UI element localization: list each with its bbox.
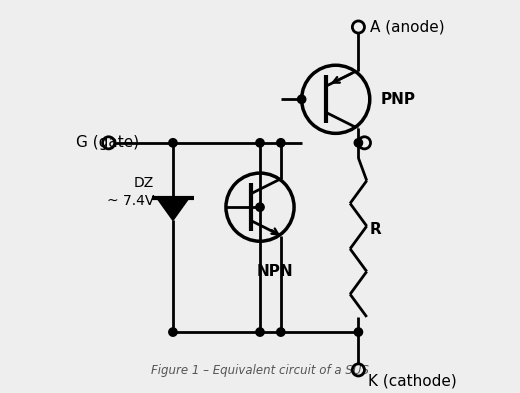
Circle shape (256, 328, 264, 336)
Polygon shape (157, 198, 189, 220)
Circle shape (354, 139, 362, 147)
Circle shape (256, 139, 264, 147)
Text: K (cathode): K (cathode) (368, 374, 457, 389)
Circle shape (277, 328, 285, 336)
Text: PNP: PNP (381, 92, 416, 107)
Circle shape (277, 139, 285, 147)
Circle shape (169, 328, 177, 336)
Text: A (anode): A (anode) (370, 20, 445, 35)
Text: NPN: NPN (257, 264, 293, 279)
Circle shape (297, 95, 306, 103)
Text: DZ
~ 7.4V: DZ ~ 7.4V (107, 176, 154, 208)
Text: G (gate): G (gate) (76, 135, 139, 150)
Text: Figure 1 – Equivalent circuit of a SUS: Figure 1 – Equivalent circuit of a SUS (151, 364, 369, 378)
Text: R: R (370, 222, 382, 237)
Circle shape (354, 328, 362, 336)
Circle shape (169, 139, 177, 147)
Circle shape (256, 203, 264, 211)
